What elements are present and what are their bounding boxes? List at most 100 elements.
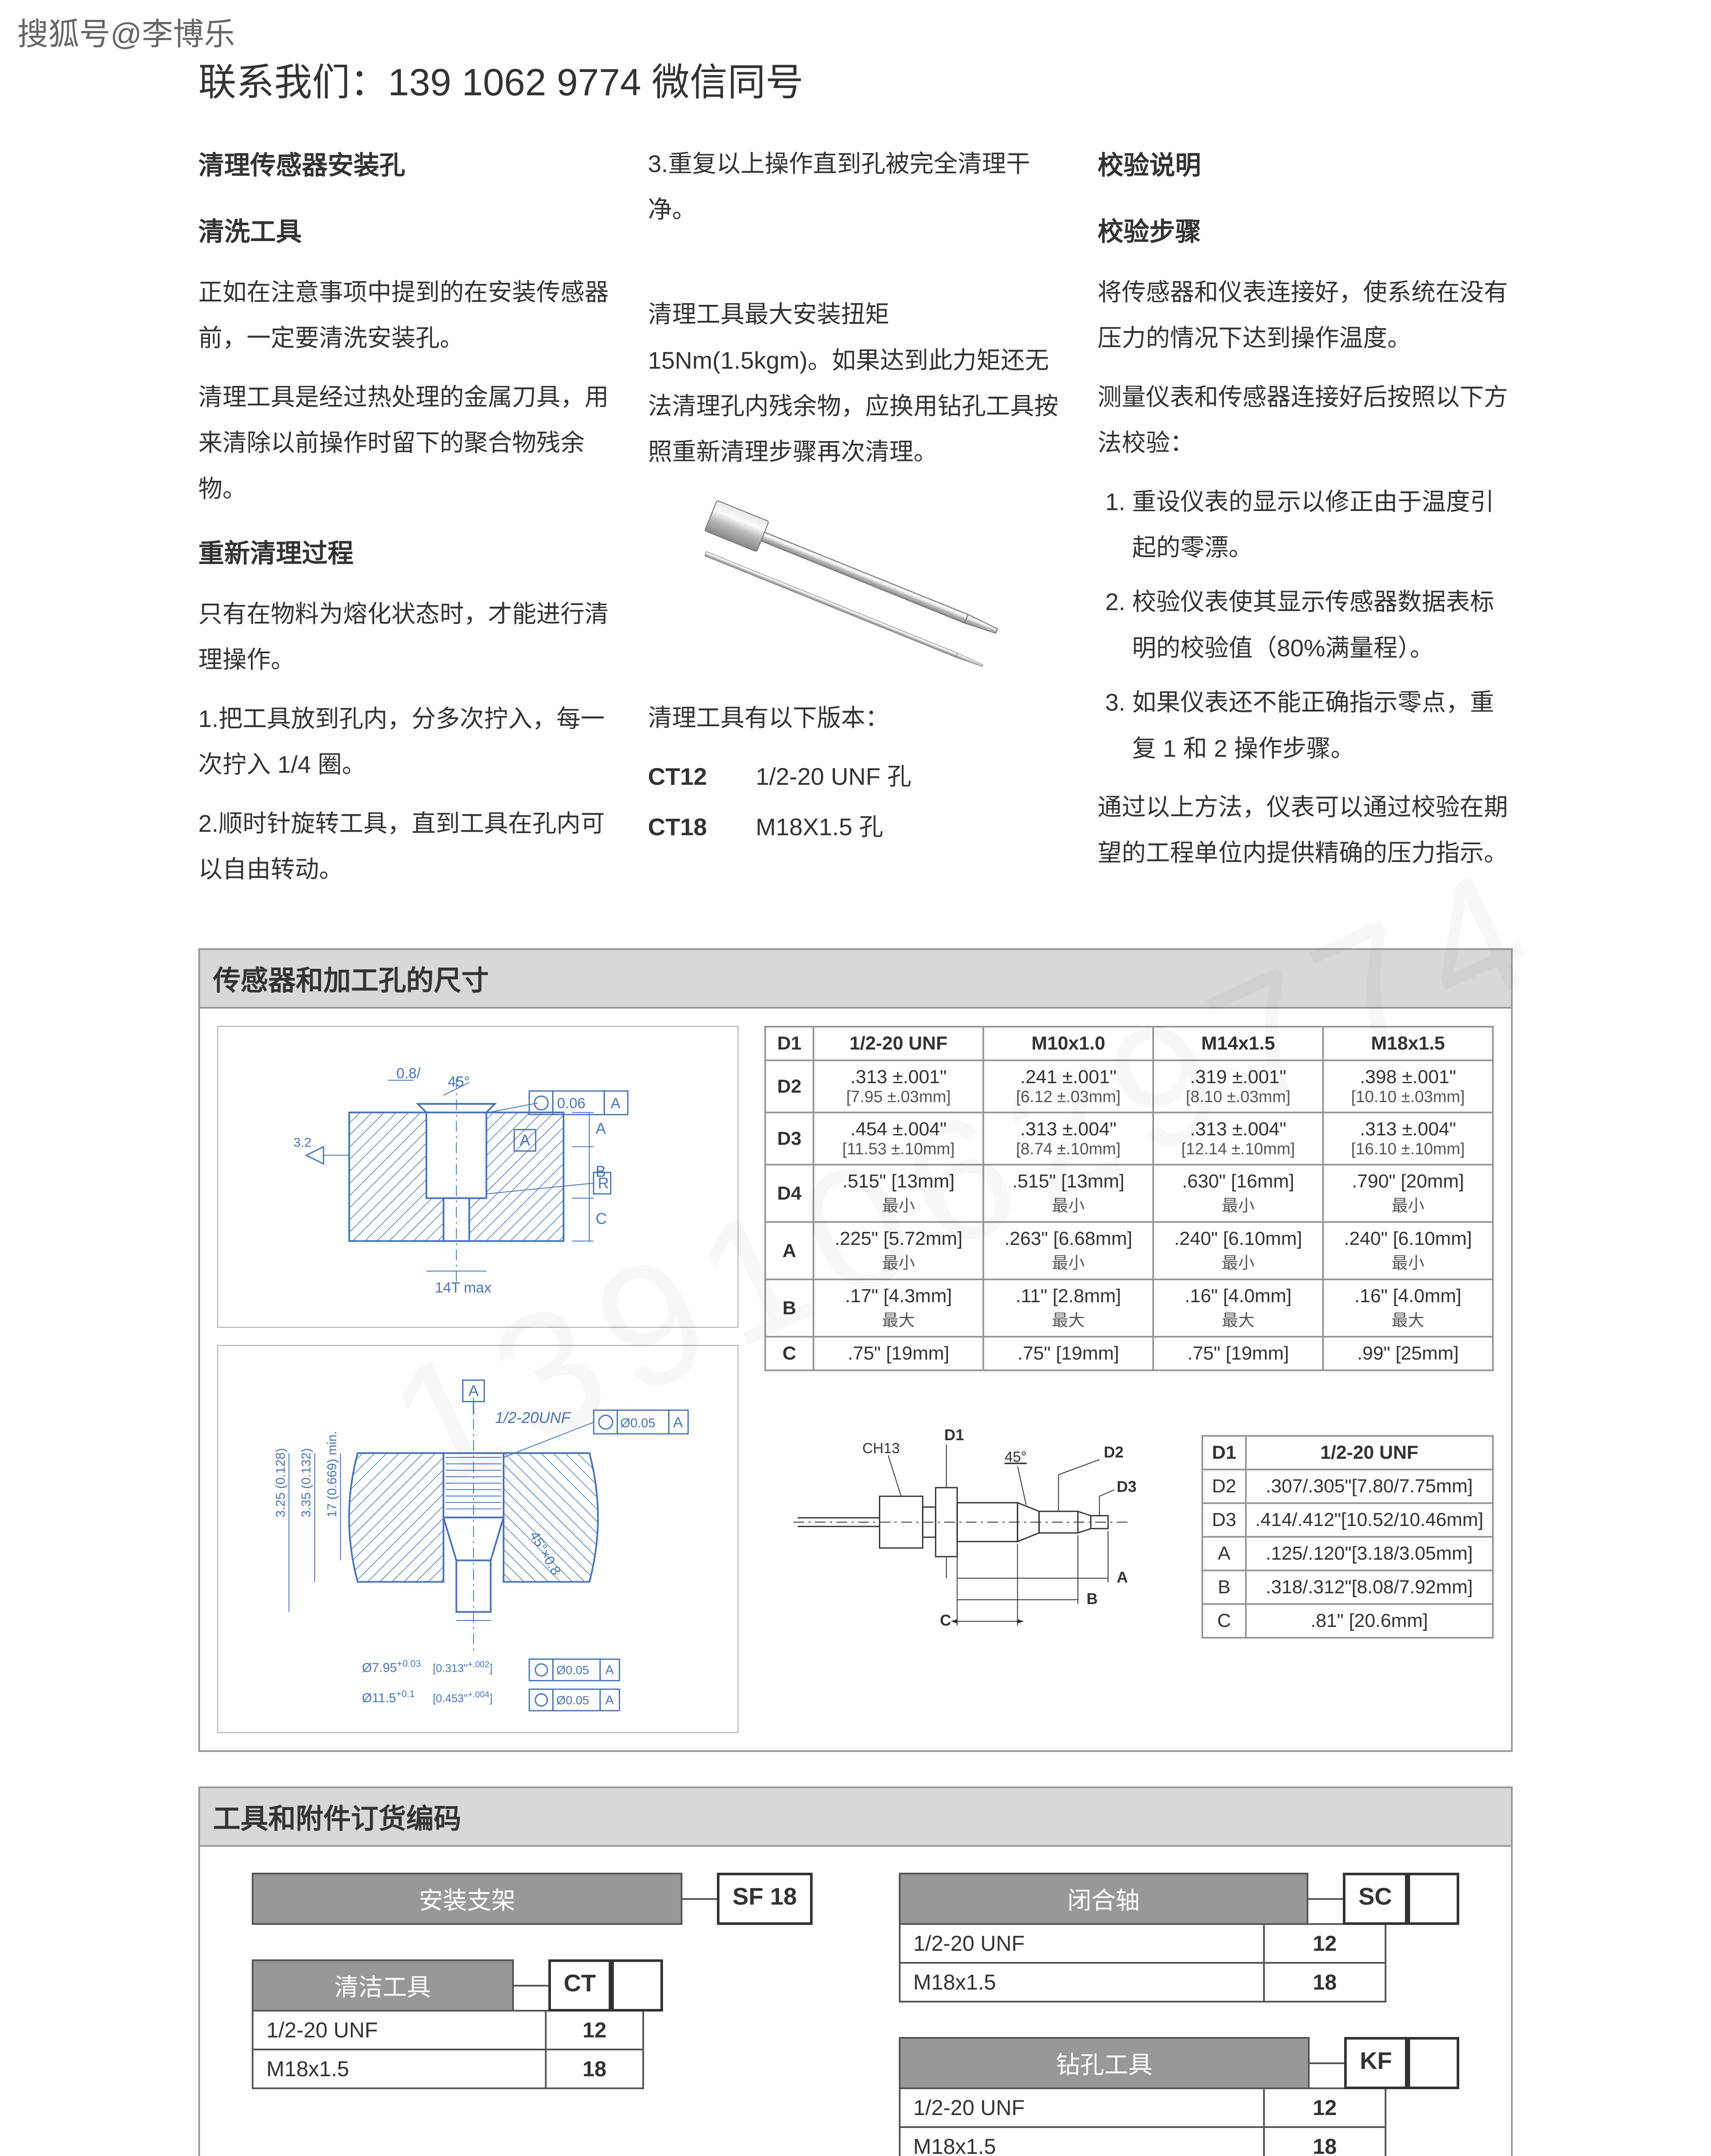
order-codes-body: 安装支架 SF 18 清洁工具 CT 1/2-20 UNF12M18x1.518 <box>200 1847 1511 2156</box>
sensor-outline-drawing: CH13 D1 D2 D3 45° <box>764 1397 1176 1639</box>
version-line-1: CT12 1/2-20 UNF 孔 <box>648 754 1063 799</box>
order-cell-name: 1/2-20 UNF <box>253 2011 546 2049</box>
order-cell-val: 12 <box>1264 1924 1386 1963</box>
col3-para-2: 测量仪表和传感器连接好后按照以下方法校验： <box>1098 374 1513 466</box>
svg-text:B: B <box>596 1163 606 1180</box>
svg-text:A: A <box>596 1120 606 1138</box>
order-code-drill: KF <box>1344 2037 1408 2089</box>
svg-text:A: A <box>468 1382 479 1400</box>
three-column-text: 清理传感器安装孔 清洗工具 正如在注意事项中提到的在安装传感器前，一定要清洗安装… <box>198 141 1513 905</box>
col3-para-3: 通过以上方法，仪表可以通过校验在期望的工程单位内提供精确的压力指示。 <box>1098 784 1513 876</box>
order-code-clean: CT <box>548 1959 612 2012</box>
svg-text:A: A <box>611 1095 621 1112</box>
dim-cell: .75" [19mm] <box>813 1337 983 1370</box>
order-block-shaft: 闭合轴 SC 1/2-20 UNF12M18x1.518 <box>899 1873 1460 2002</box>
svg-text:A: A <box>605 1663 614 1677</box>
table-row: A.125/.120"[3.18/3.05mm] <box>1202 1537 1493 1570</box>
order-cell-val: 12 <box>546 2011 644 2049</box>
small-cell: .318/.312"[8.08/7.92mm] <box>1246 1570 1493 1604</box>
order-cell-val: 12 <box>1264 2088 1386 2127</box>
order-title-drill: 钻孔工具 <box>899 2037 1310 2089</box>
order-cell-name: 1/2-20 UNF <box>900 2088 1264 2127</box>
dim-325: 3.25 (0.128) <box>273 1448 288 1517</box>
dim-cell: .99" [25mm] <box>1323 1337 1493 1370</box>
dim-14t: 14T max <box>435 1280 491 1296</box>
dim-cell: .263" [6.68mm]最小 <box>983 1222 1153 1279</box>
dimensions-table-main: D11/2-20 UNFM10x1.0M14x1.5M18x1.5 D2.313… <box>764 1026 1494 1371</box>
dimensions-table-small: D1 1/2-20 UNF D2.307/.305"[7.80/7.75mm]D… <box>1201 1435 1494 1639</box>
dim-header: M18x1.5 <box>1323 1027 1493 1060</box>
order-code-shaft: SC <box>1343 1873 1408 1925</box>
svg-text:Ø0.05: Ø0.05 <box>620 1416 655 1430</box>
table-row: C.75" [19mm].75" [19mm].75" [19mm].99" [… <box>765 1337 1493 1370</box>
col2-para-1: 3.重复以上操作直到孔被完全清理干净。 <box>648 141 1063 233</box>
dim-cell: .16" [4.0mm]最大 <box>1153 1279 1323 1337</box>
col1-heading-1: 清理传感器安装孔 <box>198 141 613 190</box>
order-cell-val: 18 <box>1264 2127 1386 2156</box>
dim-row-key: C <box>765 1337 814 1370</box>
dim-header: 1/2-20 UNF <box>813 1027 983 1060</box>
order-cell-name: M18x1.5 <box>900 2127 1264 2156</box>
cleaning-tool-icon <box>669 488 1042 675</box>
col1-para-3: 只有在物料为熔化状态时，才能进行清理操作。 <box>198 591 613 683</box>
order-block-clean: 清洁工具 CT 1/2-20 UNF12M18x1.518 <box>252 1959 813 2089</box>
dim-thread: 1/2-20UNF <box>495 1409 571 1426</box>
order-col-right: 闭合轴 SC 1/2-20 UNF12M18x1.518 钻孔工具 KF 1/2… <box>899 1873 1460 2156</box>
col3-step-3: 如果仪表还不能正确指示零点，重复 1 和 2 操作步骤。 <box>1132 680 1513 771</box>
order-cell-val: 18 <box>546 2049 644 2088</box>
dim-header: M10x1.0 <box>983 1027 1153 1060</box>
small-th-spec: 1/2-20 UNF <box>1246 1436 1493 1470</box>
order-title-clean: 清洁工具 <box>252 1959 514 2012</box>
table-row: D4.515" [13mm]最小.515" [13mm]最小.630" [16m… <box>765 1165 1493 1222</box>
top-engineering-drawing: 0.8/ 45° 0.06 A A <box>217 1026 738 1328</box>
small-cell: .81" [20.6mm] <box>1246 1604 1493 1638</box>
small-row-key: B <box>1202 1570 1245 1604</box>
dim-cell: .790" [20mm]最小 <box>1323 1165 1493 1222</box>
svg-text:Ø11.5+0.1: Ø11.5+0.1 <box>362 1688 415 1705</box>
table-row: M18x1.518 <box>900 2127 1386 2156</box>
version-code-1: CT12 <box>648 754 756 799</box>
table-row: B.318/.312"[8.08/7.92mm] <box>1202 1570 1493 1604</box>
table-row: M18x1.518 <box>253 2049 643 2088</box>
small-cell: .307/.305"[7.80/7.75mm] <box>1246 1470 1493 1503</box>
version-desc-1: 1/2-20 UNF 孔 <box>756 754 911 799</box>
dim-row-key: B <box>765 1279 814 1337</box>
order-code-mount: SF 18 <box>717 1873 812 1925</box>
table-row: D2.307/.305"[7.80/7.75mm] <box>1202 1470 1493 1503</box>
table-row: M18x1.518 <box>900 1963 1386 2002</box>
cleaning-tool-figure <box>669 488 1042 682</box>
contact-line: 联系我们：139 1062 9774 微信同号 <box>198 52 1513 107</box>
dim-row-key: D2 <box>765 1060 814 1112</box>
col1-para-5: 2.顺时针旋转工具，直到工具在孔内可以自由转动。 <box>198 801 613 893</box>
table-row: D3.454 ±.004"[11.53 ±.10mm].313 ±.004"[8… <box>765 1112 1493 1165</box>
order-col-left: 安装支架 SF 18 清洁工具 CT 1/2-20 UNF12M18x1.518 <box>252 1873 813 2156</box>
svg-text:Ø0.05: Ø0.05 <box>557 1694 589 1707</box>
dim-cell: .515" [13mm]最小 <box>813 1165 983 1222</box>
small-row-key: A <box>1202 1537 1245 1570</box>
order-title-mount: 安装支架 <box>252 1873 682 1925</box>
dim-cell: .313 ±.004"[16.10 ±.10mm] <box>1323 1112 1493 1165</box>
version-desc-2: M18X1.5 孔 <box>756 804 883 850</box>
dim-32: 3.2 <box>294 1136 311 1150</box>
col3-step-2: 校验仪表使其显示传感器数据表标明的校验值（80%满量程）。 <box>1132 579 1513 671</box>
svg-text:C: C <box>940 1611 951 1629</box>
small-row-key: D3 <box>1202 1503 1245 1537</box>
svg-text:C: C <box>596 1210 607 1228</box>
dim-cell: .240" [6.10mm]最小 <box>1153 1222 1323 1279</box>
svg-text:45°: 45° <box>1004 1449 1026 1465</box>
dim-335: 3.35 (0.132) <box>299 1448 313 1517</box>
dim-cell: .16" [4.0mm]最大 <box>1323 1279 1493 1337</box>
svg-text:Ø7.95+0.03: Ø7.95+0.03 <box>362 1658 421 1675</box>
dim-cell: .225" [5.72mm]最小 <box>813 1222 983 1279</box>
small-row-key: C <box>1202 1604 1245 1638</box>
dim-tol-08: 0.8/ <box>396 1065 421 1082</box>
col1-heading-2: 清洗工具 <box>198 207 613 257</box>
col2-para-3: 清理工具有以下版本： <box>648 695 1063 741</box>
svg-text:CH13: CH13 <box>862 1440 900 1457</box>
svg-text:[0.453"+.004]: [0.453"+.004] <box>433 1690 493 1705</box>
order-empty-shaft <box>1408 1873 1459 1925</box>
order-table-drill: 1/2-20 UNF12M18x1.518 <box>899 2087 1386 2156</box>
table-row: C.81" [20.6mm] <box>1202 1604 1493 1638</box>
dimensions-title: 传感器和加工孔的尺寸 <box>200 950 1511 1009</box>
svg-text:D3: D3 <box>1117 1478 1136 1495</box>
